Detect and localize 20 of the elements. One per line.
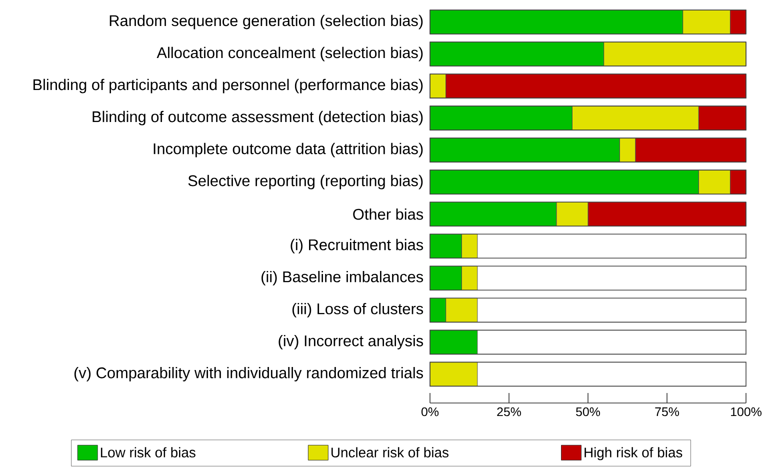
- y-tick-label: Allocation concealment (selection bias): [156, 46, 423, 62]
- y-tick-label: Selective reporting (reporting bias): [188, 174, 423, 190]
- y-tick-label: (iv) Incorrect analysis: [278, 334, 424, 350]
- y-tick-label: (iii) Loss of clusters: [292, 302, 424, 318]
- legend-label: Low risk of bias: [100, 447, 196, 458]
- legend-label: High risk of bias: [584, 447, 682, 460]
- y-tick-label: Random sequence generation (selection bias): [110, 14, 423, 30]
- y-tick-label: Other bias: [353, 208, 424, 220]
- x-tick-label: 100%: [731, 407, 762, 416]
- y-tick-label: Blinding of outcome assessment (detection bias): [92, 110, 423, 126]
- x-tick-label: 50%: [576, 407, 600, 416]
- x-tick-label: 25%: [497, 407, 522, 416]
- y-tick-label: Blinding of participants and personnel (performance bias): [33, 78, 423, 94]
- y-tick-label: (v) Comparability with individually randomized trials: [74, 366, 424, 382]
- x-tick-label: 75%: [655, 407, 680, 416]
- y-tick-label: (i) Recruitment bias: [290, 238, 424, 254]
- x-tick-label: 0%: [421, 407, 439, 416]
- y-tick-label: (ii) Baseline imbalances: [262, 270, 424, 286]
- legend-label: Unclear risk of bias: [331, 447, 448, 458]
- y-tick-label: Incomplete outcome data (attrition bias): [154, 142, 423, 158]
